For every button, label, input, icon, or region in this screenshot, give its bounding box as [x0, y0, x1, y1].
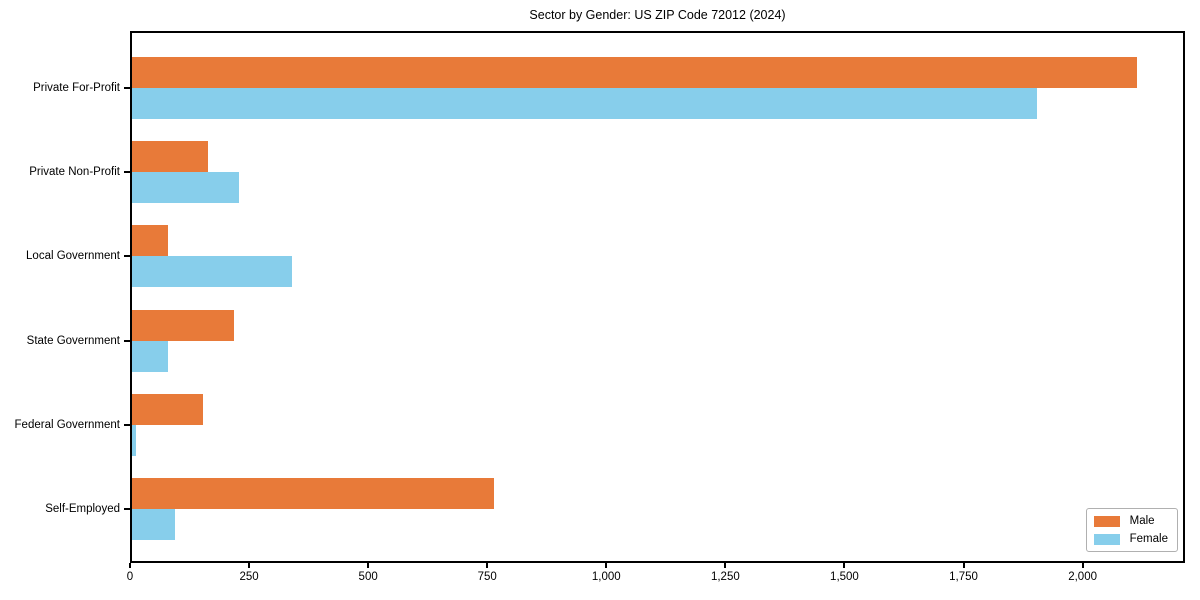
legend-item-male: Male [1093, 515, 1168, 527]
x-tick-mark [486, 563, 489, 568]
y-tick-label: Private Non-Profit [29, 166, 120, 179]
chart-title: Sector by Gender: US ZIP Code 72012 (202… [529, 8, 786, 22]
x-tick-mark [605, 563, 608, 568]
bar-female-3 [132, 340, 168, 372]
bar-female-2 [132, 256, 292, 288]
legend-item-female: Female [1093, 533, 1168, 545]
x-tick-label: 1,750 [949, 571, 978, 583]
y-tick-label: Self-Employed [45, 503, 120, 515]
legend-swatch-male [1093, 515, 1120, 527]
x-tick-mark [248, 563, 251, 568]
bar-female-0 [132, 88, 1037, 119]
y-tick-mark [124, 508, 130, 510]
x-tick-label: 1,250 [710, 571, 740, 583]
x-tick-mark [129, 563, 131, 568]
legend-label-female: Female [1129, 533, 1168, 545]
y-tick-mark [124, 423, 130, 426]
x-tick-label: 250 [239, 571, 259, 583]
legend-label-male: Male [1129, 515, 1155, 527]
bar-female-5 [132, 509, 175, 540]
bar-male-2 [132, 225, 168, 257]
bar-female-4 [132, 424, 136, 456]
bar-male-4 [132, 393, 204, 425]
x-tick-mark [962, 563, 965, 568]
y-tick-mark [124, 339, 130, 342]
bar-male-5 [132, 478, 494, 509]
y-tick-label: Federal Government [14, 418, 120, 431]
x-tick-label: 750 [477, 571, 497, 583]
y-tick-mark [124, 255, 130, 258]
legend-swatch-female [1093, 533, 1120, 545]
bar-male-3 [132, 309, 235, 341]
bar-male-1 [132, 141, 209, 173]
y-tick-mark [124, 87, 130, 89]
x-tick-mark [843, 563, 846, 568]
y-tick-mark [124, 171, 130, 174]
plot-area: Male Female [130, 31, 1185, 563]
legend: Male Female [1085, 508, 1178, 552]
x-tick-mark [367, 563, 370, 568]
x-tick-label: 1,500 [830, 571, 859, 583]
x-tick-label: 1,000 [591, 571, 621, 583]
x-tick-label: 0 [126, 571, 134, 583]
y-tick-label: Local Government [26, 250, 120, 263]
x-tick-mark [724, 563, 727, 568]
bar-male-0 [132, 57, 1137, 88]
x-tick-label: 500 [358, 571, 378, 583]
y-tick-label: Private For-Profit [33, 82, 120, 94]
x-tick-mark [1081, 563, 1084, 568]
x-tick-label: 2,000 [1068, 571, 1097, 583]
bar-female-1 [132, 172, 240, 204]
y-tick-label: State Government [26, 334, 120, 347]
